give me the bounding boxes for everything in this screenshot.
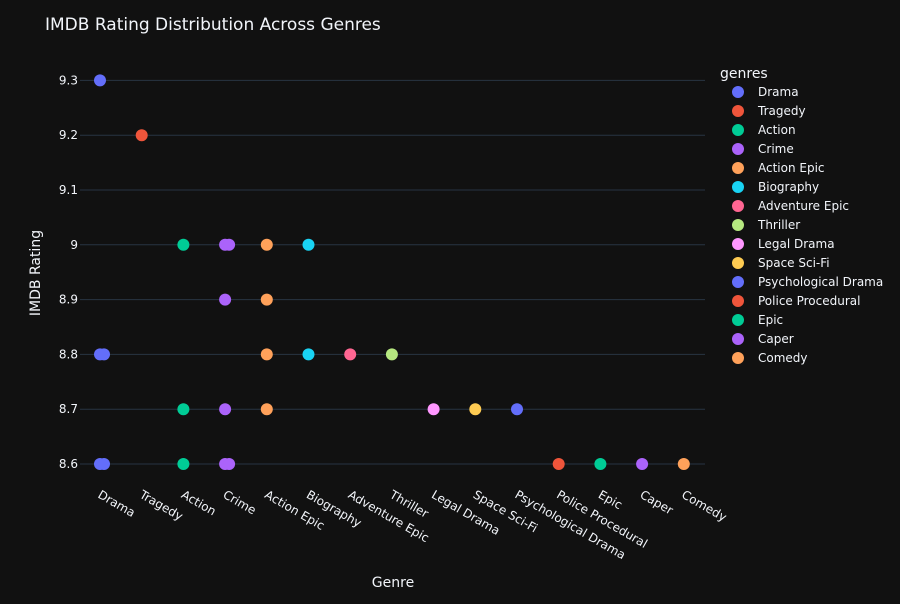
legend-title: genres (720, 66, 768, 82)
legend-item[interactable]: Epic (732, 313, 783, 327)
data-point[interactable] (223, 238, 236, 251)
data-point[interactable] (636, 458, 649, 470)
legend-item[interactable]: Drama (732, 85, 799, 99)
legend-marker (732, 333, 744, 345)
legend-marker (732, 162, 744, 174)
x-tick-label: Drama (96, 487, 138, 519)
x-tick-label: Epic (596, 487, 625, 512)
y-tick-label: 9.1 (59, 183, 78, 197)
legend-label: Drama (758, 85, 799, 99)
data-point[interactable] (260, 293, 273, 306)
legend-marker (732, 352, 744, 364)
legend-label: Biography (758, 180, 819, 194)
y-tick-label: 9.2 (59, 128, 78, 142)
legend-label: Comedy (758, 351, 808, 365)
legend-marker (732, 124, 744, 136)
y-axis-title: IMDB Rating (28, 230, 44, 316)
legend-item[interactable]: Thriller (732, 218, 800, 232)
data-point[interactable] (219, 403, 232, 416)
legend-label: Crime (758, 142, 794, 156)
y-axis-ticks: 8.6 8.7 8.8 8.9 9 9.1 9.2 9.3 (59, 73, 78, 471)
legend-marker (732, 257, 744, 269)
legend-marker (732, 314, 744, 326)
legend-item[interactable]: Caper (732, 332, 794, 346)
legend-marker (732, 295, 744, 307)
data-point[interactable] (677, 458, 690, 470)
legend-marker (732, 143, 744, 155)
x-tick-label: Action (179, 487, 219, 518)
data-point[interactable] (135, 129, 148, 142)
legend-label: Epic (758, 313, 783, 327)
legend-item[interactable]: Comedy (732, 351, 808, 365)
data-point[interactable] (260, 403, 273, 416)
y-tick-label: 9.3 (59, 73, 78, 87)
legend-item[interactable]: Psychological Drama (732, 275, 883, 289)
legend-item[interactable]: Tragedy (732, 104, 806, 118)
legend-marker (732, 276, 744, 288)
data-point[interactable] (552, 458, 565, 470)
data-point[interactable] (177, 238, 190, 251)
data-point[interactable] (223, 458, 236, 470)
data-point[interactable] (302, 348, 315, 361)
legend-label: Thriller (757, 218, 800, 232)
x-tick-label: Comedy (679, 487, 729, 524)
legend-marker (732, 105, 744, 117)
legend-label: Space Sci-Fi (758, 256, 830, 270)
legend-item[interactable]: Space Sci-Fi (732, 256, 830, 270)
legend-marker (732, 219, 744, 231)
legend-marker (732, 200, 744, 212)
x-axis-title: Genre (372, 575, 414, 591)
legend-item[interactable]: Action Epic (732, 161, 825, 175)
legend-label: Psychological Drama (758, 275, 883, 289)
x-tick-label: Caper (638, 487, 676, 517)
legend-item[interactable]: Action (732, 123, 796, 137)
data-point[interactable] (511, 403, 523, 416)
data-point[interactable] (98, 458, 110, 470)
data-point[interactable] (302, 238, 315, 251)
legend-label: Caper (758, 332, 794, 346)
legend-item[interactable]: Biography (732, 180, 819, 194)
legend-items: Drama Tragedy Action Crime Action Epic Biogra… (732, 85, 883, 365)
legend-label: Action Epic (758, 161, 825, 175)
legend-label: Police Procedural (758, 294, 860, 308)
data-points (94, 74, 690, 470)
legend-item[interactable]: Adventure Epic (732, 199, 849, 213)
x-tick-label: Tragedy (136, 487, 185, 523)
data-point[interactable] (594, 458, 607, 470)
legend-label: Tragedy (757, 104, 806, 118)
y-tick-label: 8.9 (59, 293, 78, 307)
y-tick-label: 9 (70, 238, 78, 252)
legend-item[interactable]: Legal Drama (732, 237, 835, 251)
y-tick-label: 8.7 (59, 402, 78, 416)
chart-title: IMDB Rating Distribution Across Genres (45, 15, 381, 35)
data-point[interactable] (260, 348, 273, 361)
data-point[interactable] (177, 403, 190, 416)
legend-item[interactable]: Crime (732, 142, 794, 156)
x-tick-label: Crime (221, 487, 259, 517)
legend-item[interactable]: Police Procedural (732, 294, 860, 308)
legend-label: Legal Drama (758, 237, 835, 251)
data-point[interactable] (94, 74, 106, 87)
y-tick-label: 8.6 (59, 457, 78, 471)
data-point[interactable] (469, 403, 482, 416)
data-point[interactable] (98, 348, 110, 361)
data-point[interactable] (177, 458, 190, 470)
data-point[interactable] (219, 293, 232, 306)
data-point[interactable] (385, 348, 398, 361)
legend-marker (732, 181, 744, 193)
legend-label: Adventure Epic (758, 199, 849, 213)
data-point[interactable] (427, 403, 440, 416)
legend-label: Action (758, 123, 796, 137)
y-tick-label: 8.8 (59, 347, 78, 361)
legend-marker (732, 86, 744, 98)
data-point[interactable] (344, 348, 357, 361)
legend-marker (732, 238, 744, 250)
grid-layer (80, 79, 705, 465)
legend: genres Drama Tragedy Action Crime Action Epi… (720, 66, 883, 365)
data-point[interactable] (260, 238, 273, 251)
